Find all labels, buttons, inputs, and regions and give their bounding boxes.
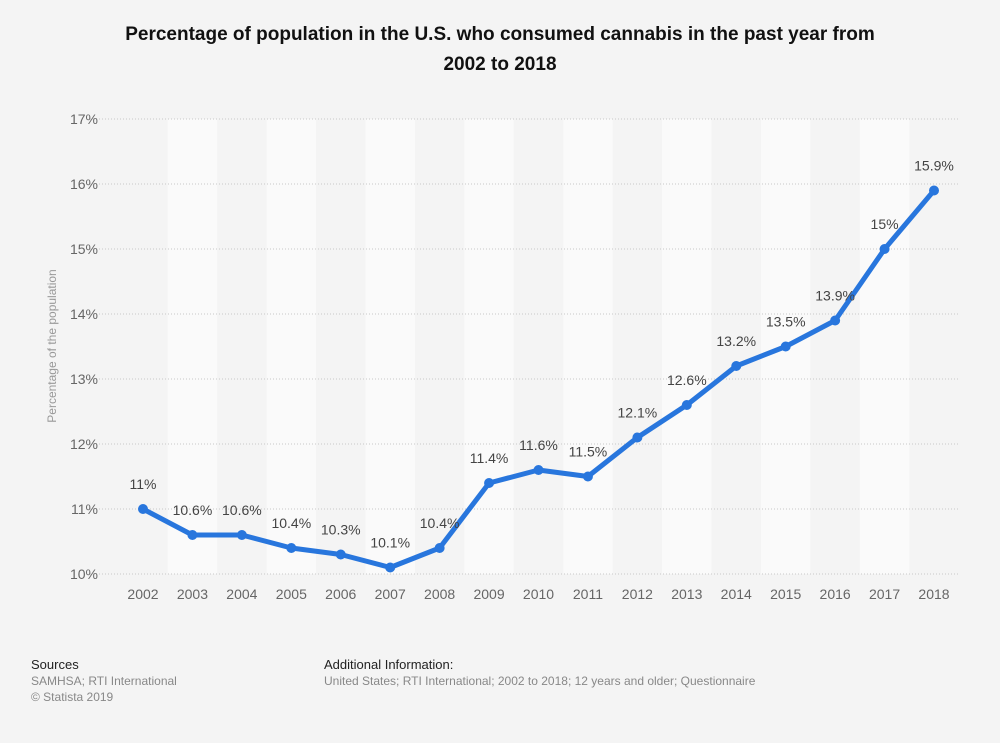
x-tick-label: 2002 [127,586,158,602]
x-tick-label: 2018 [918,586,949,602]
data-label: 10.6% [222,502,262,518]
data-point [533,465,544,475]
data-point [484,478,495,488]
data-label: 13.2% [716,333,756,349]
x-tick-label: 2012 [622,586,653,602]
chart-title-line-1: Percentage of population in the U.S. who… [125,24,875,45]
y-tick-label: 17% [70,111,98,127]
data-point [385,562,396,573]
column-bands [167,119,910,574]
gridlines [90,118,960,575]
additional-info-text: United States; RTI International; 2002 t… [324,674,756,688]
data-point [434,543,445,553]
data-label: 10.6% [173,502,213,518]
x-tick-label: 2010 [523,586,554,602]
data-label: 15.9% [914,158,954,174]
y-tick-label: 12% [70,436,98,452]
y-tick-label: 10% [70,566,98,582]
column-band [662,119,712,574]
x-tick-label: 2007 [375,586,406,602]
y-tick-label: 11% [71,501,98,517]
data-label: 11.5% [569,444,608,460]
data-label: 11.4% [470,450,509,466]
column-band [167,119,218,574]
column-band [859,119,910,574]
data-label: 11.6% [519,437,558,453]
y-tick-label: 16% [70,176,98,192]
data-label: 10.4% [271,515,311,531]
chart-title-line-2: 2002 to 2018 [443,54,557,75]
data-label: 10.4% [420,515,460,531]
column-band [563,119,613,574]
x-tick-label: 2017 [869,586,900,602]
data-point [681,400,692,410]
data-label: 13.9% [815,288,855,304]
column-band [464,119,514,574]
data-point [187,530,198,540]
x-tick-label: 2005 [276,586,307,602]
data-label: 11% [130,476,157,492]
data-point [335,549,346,560]
data-point [138,504,148,514]
column-band [365,119,415,574]
data-point [879,244,890,254]
sources-block: Sources SAMHSA; RTI International © Stat… [31,657,177,705]
data-point [929,185,939,196]
y-axis-ticks: 10% 11% 12% 13% 14% 15% 16% 17% [70,111,98,582]
data-point [830,315,841,326]
data-label: 12.6% [667,372,707,388]
sources-text: SAMHSA; RTI International [31,674,177,688]
data-point [780,341,791,352]
additional-info-block: Additional Information: United States; R… [324,657,755,689]
data-points [138,185,939,573]
x-tick-label: 2009 [473,586,504,602]
sources-heading: Sources [31,657,79,672]
data-label: 15% [871,216,899,232]
x-tick-label: 2014 [721,586,752,602]
y-tick-label: 15% [70,241,98,257]
data-point [582,471,593,482]
data-point [632,432,643,443]
x-tick-label: 2008 [424,586,455,602]
x-tick-label: 2011 [573,586,603,602]
x-tick-label: 2003 [177,586,208,602]
data-label: 10.1% [370,535,410,551]
data-point [236,530,247,540]
y-tick-label: 13% [70,371,98,387]
copyright-text: © Statista 2019 [31,690,114,704]
additional-info-heading: Additional Information: [324,657,454,672]
data-labels: 11% 10.6% 10.6% 10.4% 10.3% 10.1% 10.4% 11.4% 11… [130,158,954,551]
data-label: 10.3% [321,522,361,538]
x-tick-label: 2016 [820,586,851,602]
x-tick-label: 2004 [226,586,257,602]
y-axis-label: Percentage of the population [45,269,59,422]
data-label: 12.1% [618,405,658,421]
x-tick-label: 2015 [770,586,801,602]
chart-title: Percentage of population in the U.S. who… [60,20,940,80]
data-label: 13.5% [766,314,806,330]
x-axis-ticks: 2002 2003 2004 2005 2006 2007 2008 2009 2010 2011… [127,586,949,602]
x-tick-label: 2006 [325,586,356,602]
column-band [266,119,317,574]
y-tick-label: 14% [70,306,98,322]
data-point [731,361,742,371]
data-point [286,543,297,553]
x-tick-label: 2013 [671,586,702,602]
